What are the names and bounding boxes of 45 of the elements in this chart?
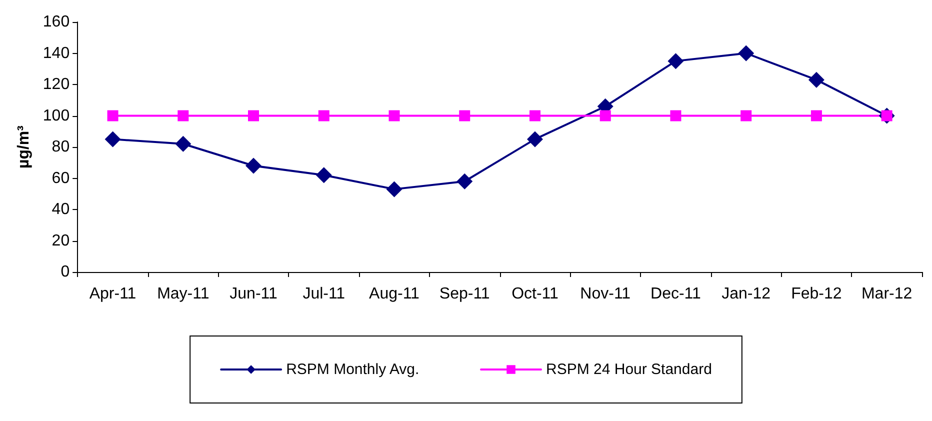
x-tick-label: Oct-11 (512, 286, 558, 302)
y-tick-label: 80 (52, 138, 70, 156)
point (456, 173, 473, 190)
x-tick-label: Aug-11 (369, 286, 420, 302)
point (318, 110, 330, 122)
point (459, 110, 470, 122)
x-tick-label: Jan-12 (722, 286, 771, 302)
y-tick-label: 40 (52, 201, 70, 218)
x-tick-label: Jun-11 (230, 286, 278, 302)
point (808, 72, 824, 88)
point (740, 110, 752, 122)
point (600, 110, 611, 122)
point (178, 110, 189, 122)
y-tick-label: 120 (42, 76, 70, 93)
y-tick-label: 0 (60, 264, 70, 280)
point (810, 110, 822, 122)
x-tick-label: Feb-12 (791, 286, 842, 302)
point (388, 110, 400, 122)
x-tick-label: Sep-11 (439, 286, 490, 302)
point (248, 110, 260, 122)
point (175, 136, 192, 152)
point (246, 158, 262, 174)
x-tick-label: Jul-11 (302, 286, 346, 302)
point (104, 131, 121, 148)
point (668, 53, 684, 70)
point (526, 131, 543, 148)
point (107, 110, 118, 122)
x-tick-label: Apr-11 (89, 286, 136, 302)
legend-label: RSPM 24 Hour Standard (546, 361, 712, 378)
point (738, 45, 754, 62)
y-tick-label: 60 (52, 170, 70, 187)
x-tick-label: May-11 (157, 286, 210, 302)
y-tick-label: 100 (42, 107, 70, 124)
x-tick-label: Mar-12 (861, 286, 912, 302)
point (529, 110, 540, 122)
point (316, 167, 332, 184)
y-axis-title: µg/m³ (16, 126, 32, 168)
y-tick-label: 140 (42, 44, 70, 62)
legend-label: RSPM Monthly Avg. (286, 361, 420, 378)
x-tick-label: Dec-11 (650, 286, 702, 302)
point (386, 181, 402, 198)
point (670, 110, 682, 122)
y-tick-label: 20 (52, 232, 70, 250)
x-tick-label: Nov-11 (580, 286, 631, 302)
y-tick-label: 160 (42, 14, 70, 30)
